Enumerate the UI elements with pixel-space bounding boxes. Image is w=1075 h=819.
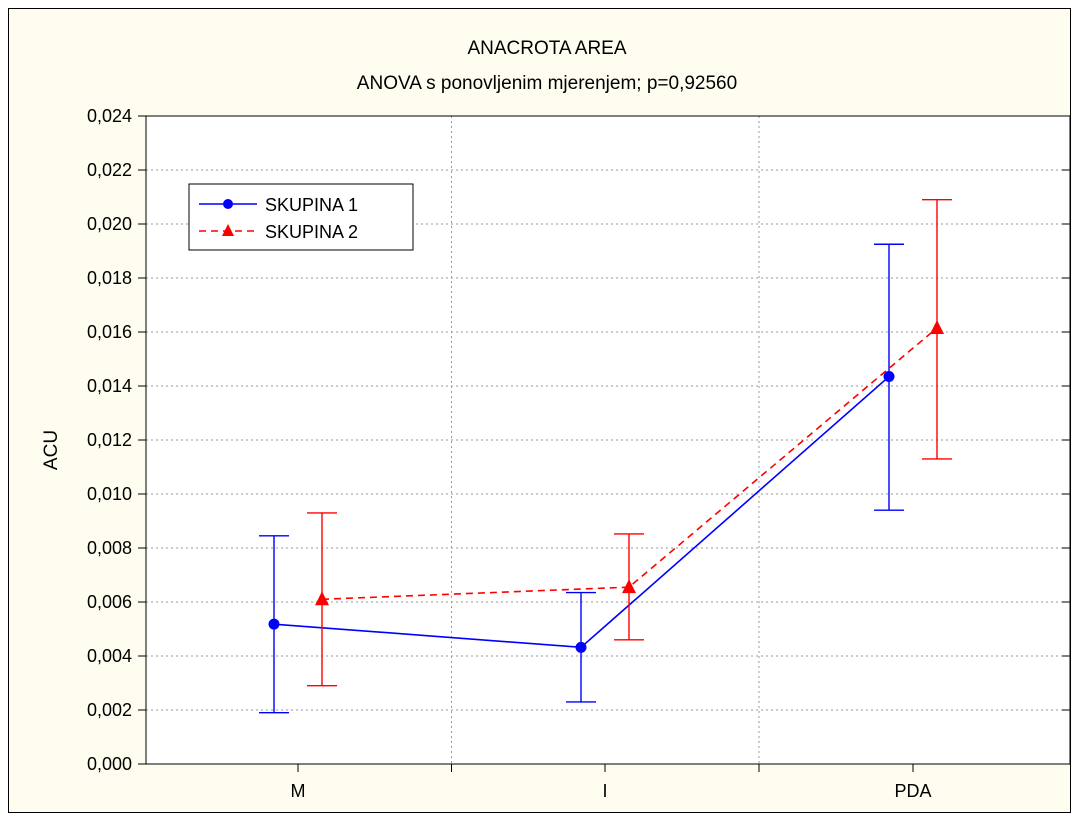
y-tick-label: 0,000: [87, 754, 132, 774]
x-tick-label: M: [291, 781, 306, 801]
legend-label: SKUPINA 2: [265, 222, 358, 242]
chart-figure: ANACROTA AREA ANOVA s ponovljenim mjeren…: [8, 8, 1071, 813]
data-point: [930, 319, 944, 334]
y-tick-label: 0,014: [87, 376, 132, 396]
legend: SKUPINA 1 SKUPINA 2: [188, 183, 414, 251]
chart-title: ANACROTA AREA: [467, 38, 626, 59]
y-tick-label: 0,018: [87, 268, 132, 288]
line-chart: ANACROTA AREA ANOVA s ponovljenim mjeren…: [41, 38, 1071, 801]
y-tick-label: 0,004: [87, 646, 132, 666]
data-point: [883, 371, 895, 383]
y-tick-label: 0,022: [87, 160, 132, 180]
x-tick-label: I: [602, 781, 607, 801]
series-marks: [259, 198, 952, 714]
y-tick-label: 0,008: [87, 538, 132, 558]
data-point: [268, 618, 280, 630]
chart-subtitle: ANOVA s ponovljenim mjerenjem; p=0,92560: [357, 73, 737, 94]
y-tick-label: 0,006: [87, 592, 132, 612]
legend-box: [188, 183, 414, 251]
y-tick-label: 0,020: [87, 214, 132, 234]
axes: 0,000 0,002 0,004 0,006 0,008 0,010 0,012 0,014…: [87, 106, 1071, 801]
legend-label: SKUPINA 1: [265, 195, 358, 215]
y-tick-label: 0,024: [87, 106, 132, 126]
data-point: [622, 579, 636, 594]
y-axis-label: ACU: [41, 430, 62, 470]
legend-marker: [222, 224, 234, 236]
y-tick-label: 0,002: [87, 700, 132, 720]
data-point: [575, 641, 587, 653]
x-tick-label: PDA: [894, 781, 931, 801]
legend-marker: [223, 199, 233, 209]
y-tick-label: 0,012: [87, 430, 132, 450]
data-point: [315, 591, 329, 606]
series-line: [321, 327, 938, 601]
y-tick-label: 0,010: [87, 484, 132, 504]
y-tick-label: 0,016: [87, 322, 132, 342]
